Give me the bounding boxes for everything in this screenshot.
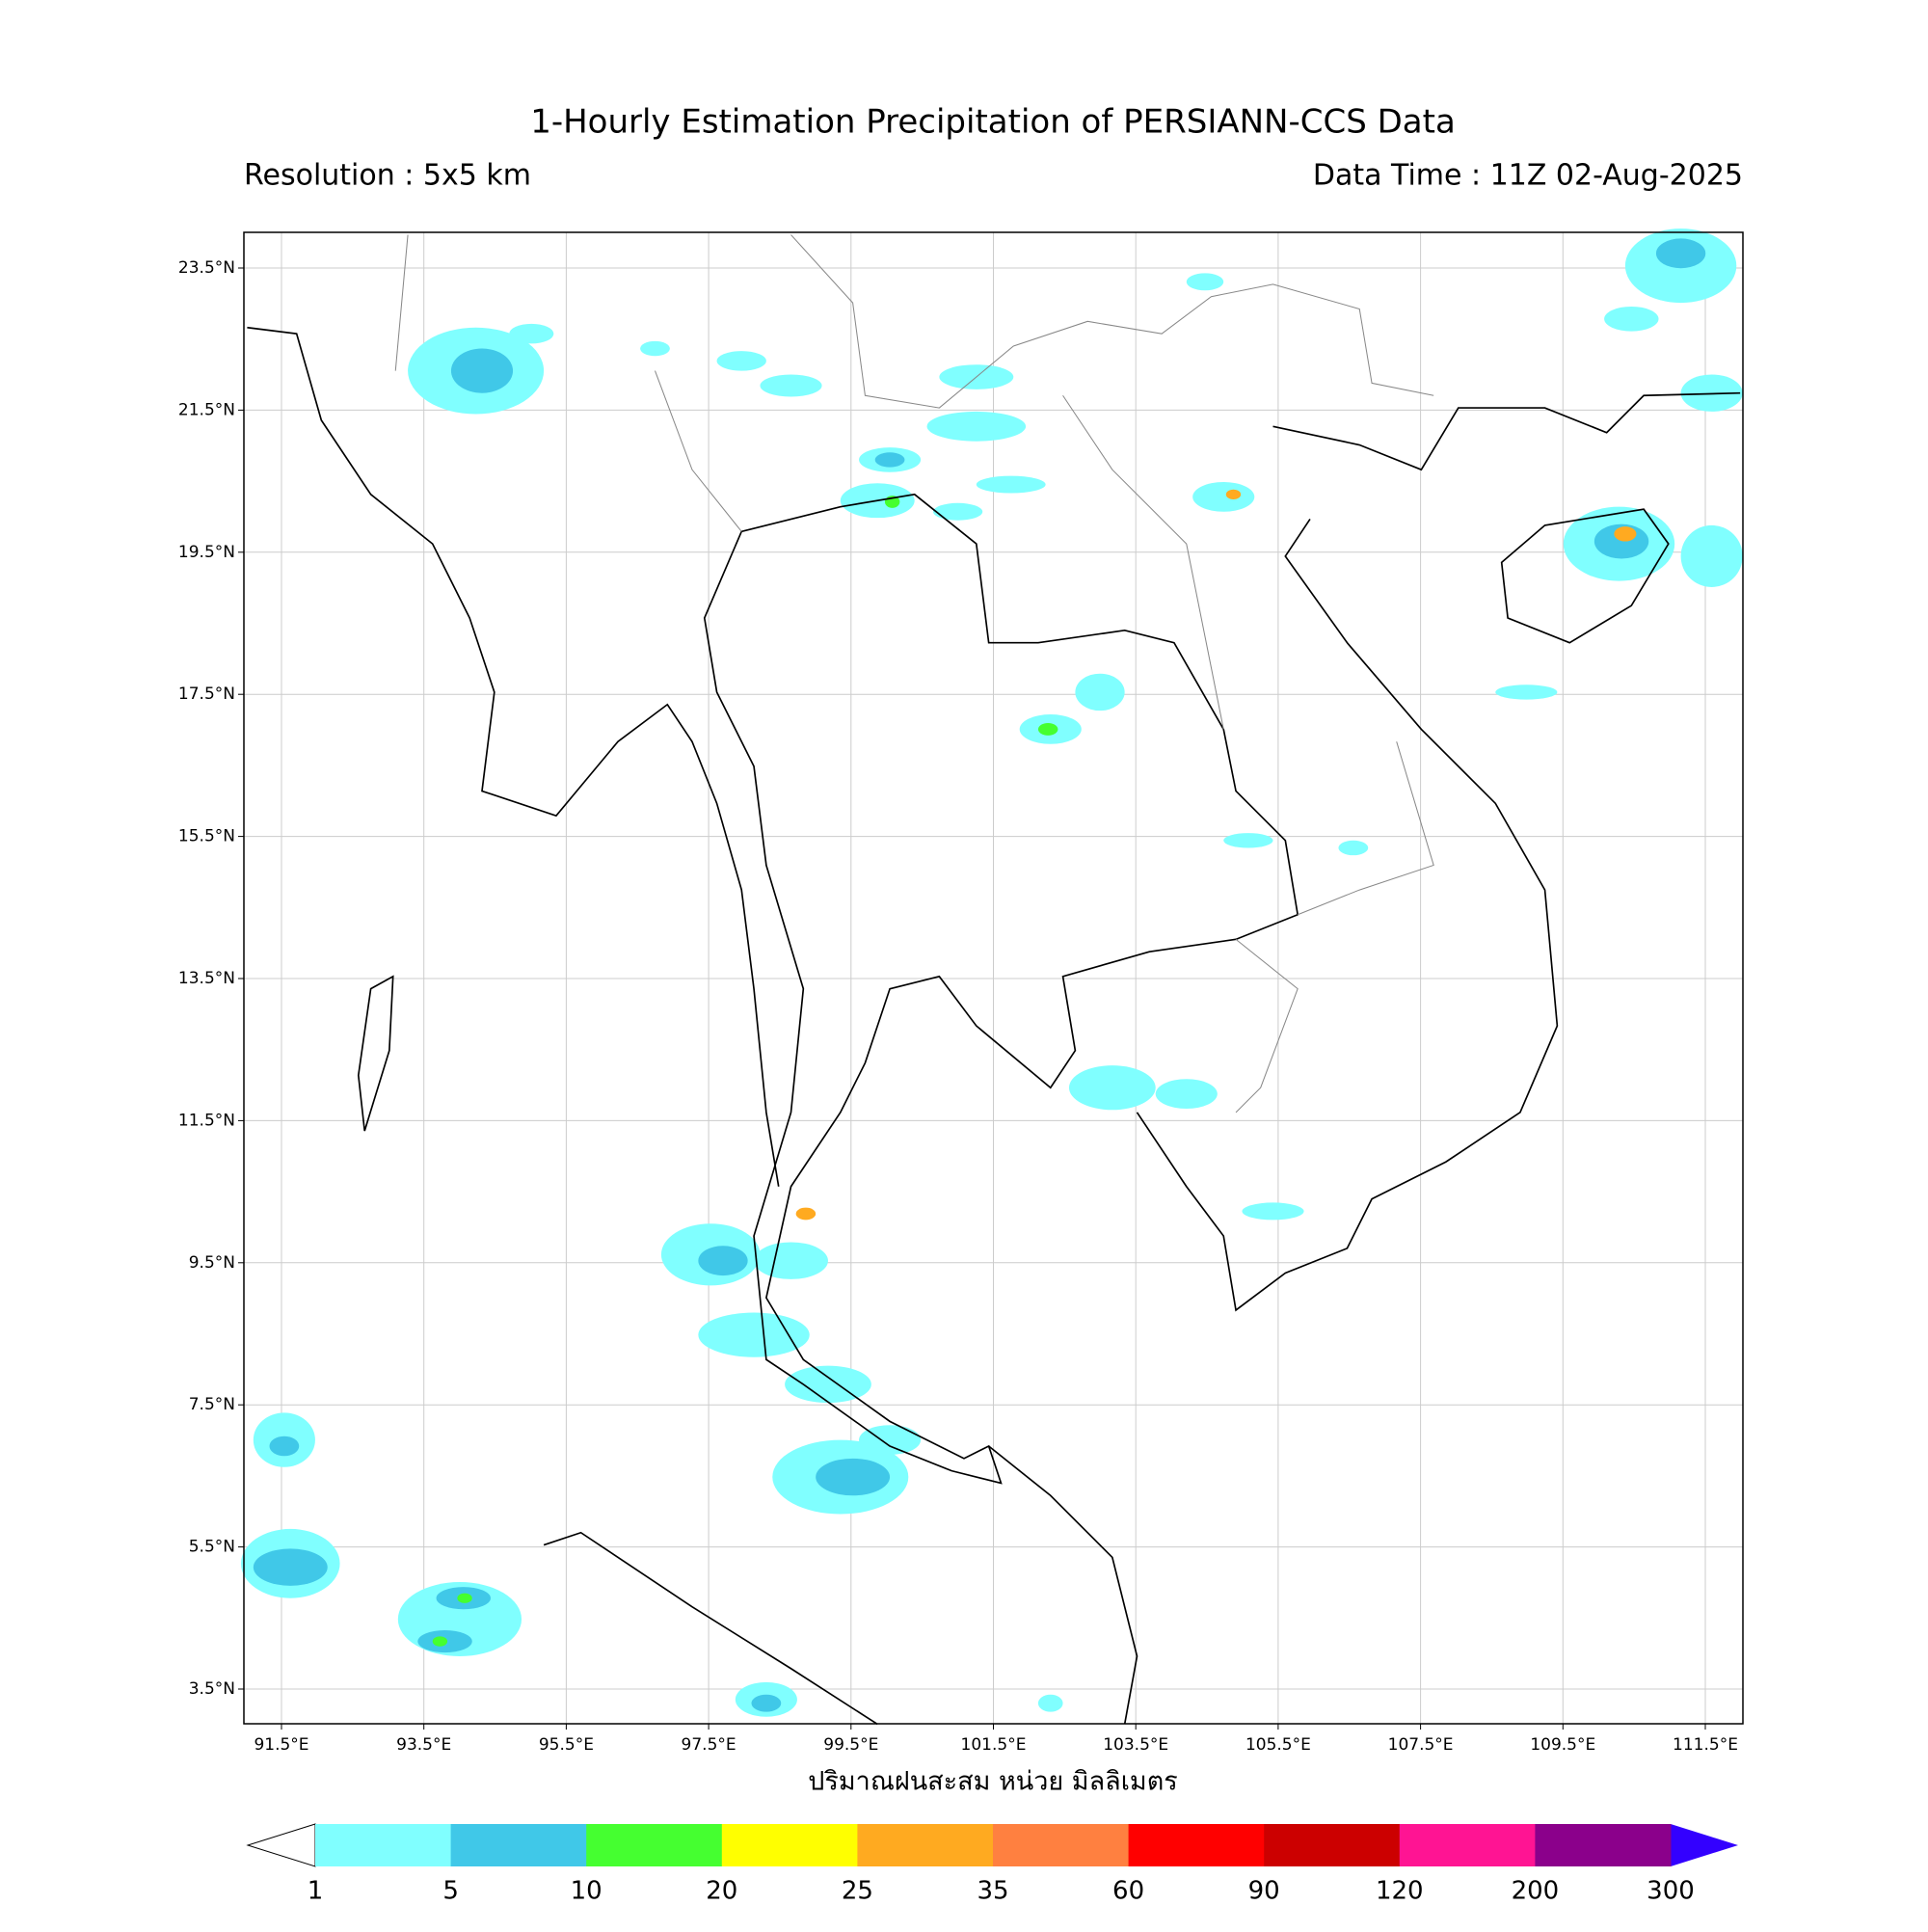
lon-tick-label: 101.5°E <box>961 1735 1027 1755</box>
colorbar-label: 25 <box>842 1877 873 1906</box>
colorbar-segment <box>721 1824 858 1866</box>
lon-tick-label: 99.5°E <box>823 1735 878 1755</box>
colorbar-label: 10 <box>571 1877 602 1906</box>
lon-tick-label: 107.5°E <box>1388 1735 1454 1755</box>
borders <box>394 234 1434 1114</box>
lat-tick-label: 23.5°N <box>178 258 235 278</box>
colorbar-label: 90 <box>1248 1877 1280 1906</box>
grid: 91.5°E 93.5°E 95.5°E 97.5°E 99.5°E 101.5°E 103… <box>178 232 1743 1755</box>
x-axis-label: ปริมาณฝนสะสม หน่วย มิลลิเมตร <box>808 1767 1178 1797</box>
colorbar-label: 120 <box>1376 1877 1424 1906</box>
colorbar-label: 20 <box>706 1877 737 1906</box>
lon-tick-label: 95.5°E <box>539 1735 594 1755</box>
lat-tick-label: 3.5°N <box>189 1679 235 1699</box>
colorbar-segment <box>857 1824 994 1866</box>
lon-tick-label: 105.5°E <box>1245 1735 1311 1755</box>
colorbar-segment <box>315 1824 452 1866</box>
colorbar-segment <box>1264 1824 1401 1866</box>
colorbar-under <box>246 1823 316 1867</box>
coastlines <box>247 326 1741 1726</box>
resolution: Resolution : 5x5 km <box>244 159 531 193</box>
colorbar: 1 5 10 20 25 35 60 90 120 200 300 <box>246 1823 1738 1906</box>
lat-tick-label: 15.5°N <box>178 827 235 846</box>
map-frame <box>243 231 1744 1725</box>
title: 1-Hourly Estimation Precipitation of PER… <box>530 103 1456 142</box>
lon-tick-label: 91.5°E <box>254 1735 308 1755</box>
colorbar-label: 35 <box>977 1877 1008 1906</box>
precipitation <box>240 228 1743 1717</box>
lat-tick-label: 21.5°N <box>178 400 235 419</box>
lat-tick-label: 5.5°N <box>189 1538 235 1557</box>
lon-tick-label: 109.5°E <box>1530 1735 1595 1755</box>
colorbar-label: 1 <box>308 1877 324 1906</box>
lat-tick-label: 7.5°N <box>189 1395 235 1414</box>
colorbar-label: 200 <box>1512 1877 1560 1906</box>
map-features <box>240 228 1743 1726</box>
lon-tick-label: 93.5°E <box>396 1735 451 1755</box>
colorbar-over <box>1671 1824 1738 1866</box>
colorbar-segment <box>1535 1824 1672 1866</box>
colorbar-segment <box>1399 1824 1536 1866</box>
colorbar-label: 5 <box>442 1877 459 1906</box>
colorbar-label: 300 <box>1647 1877 1695 1906</box>
lon-tick-label: 111.5°E <box>1673 1735 1738 1755</box>
lat-tick-label: 17.5°N <box>178 684 235 704</box>
lat-tick-label: 13.5°N <box>178 969 235 988</box>
lat-tick-label: 11.5°N <box>178 1111 235 1130</box>
lat-tick-label: 9.5°N <box>189 1253 235 1273</box>
colorbar-segment <box>586 1824 723 1866</box>
lat-tick-label: 19.5°N <box>178 543 235 562</box>
colorbar-segment <box>1128 1824 1265 1866</box>
data-time: Data Time : 11Z 02-Aug-2025 <box>1313 159 1743 193</box>
colorbar-segment <box>993 1824 1130 1866</box>
lon-tick-label: 103.5°E <box>1103 1735 1168 1755</box>
colorbar-segment <box>450 1824 587 1866</box>
lon-tick-label: 97.5°E <box>682 1735 736 1755</box>
colorbar-label: 60 <box>1112 1877 1144 1906</box>
